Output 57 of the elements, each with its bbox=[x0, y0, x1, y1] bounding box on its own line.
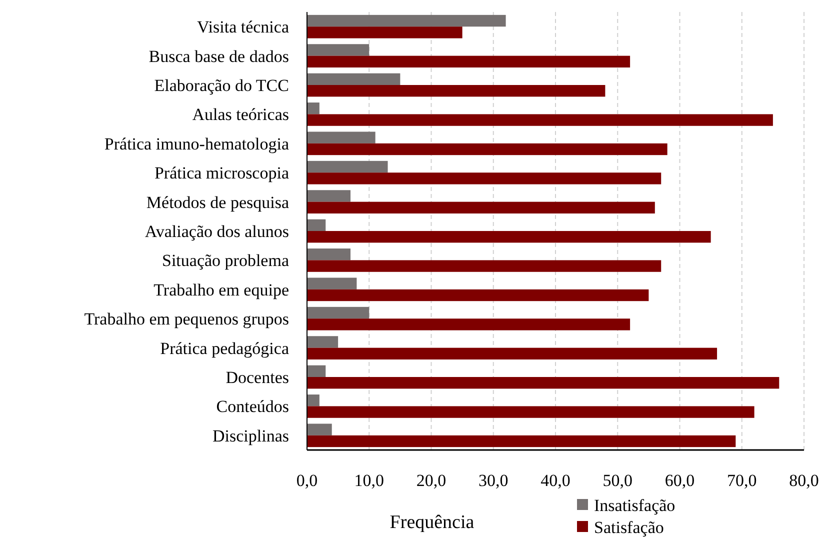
y-tick-label: Trabalho em equipe bbox=[154, 280, 289, 300]
x-tick-label: 0,0 bbox=[296, 471, 318, 490]
bar bbox=[307, 202, 655, 214]
bar bbox=[307, 26, 462, 38]
y-tick-label: Prática imuno-hematologia bbox=[104, 134, 290, 154]
bar bbox=[307, 160, 388, 173]
y-tick-label: Docentes bbox=[226, 368, 289, 387]
y-tick-label: Prática microscopia bbox=[154, 164, 290, 183]
y-tick-label: Disciplinas bbox=[212, 426, 289, 446]
x-tick-label: 40,0 bbox=[540, 471, 570, 490]
y-tick-label: Conteúdos bbox=[216, 397, 289, 416]
y-tick-label: Situação problema bbox=[162, 251, 290, 270]
bar bbox=[307, 394, 320, 406]
x-tick-label: 80,0 bbox=[789, 471, 819, 490]
bar bbox=[307, 73, 400, 85]
legend-label: Insatisfação bbox=[594, 496, 676, 515]
bar bbox=[307, 219, 326, 231]
bar bbox=[307, 406, 754, 418]
bar bbox=[307, 306, 370, 319]
x-tick-label: 20,0 bbox=[416, 471, 446, 490]
bar bbox=[307, 172, 662, 184]
bar bbox=[307, 248, 350, 260]
bar bbox=[307, 85, 606, 97]
bar bbox=[307, 102, 320, 114]
bar bbox=[307, 318, 630, 330]
y-tick-label: Prática pedagógica bbox=[160, 338, 290, 358]
bar bbox=[307, 435, 736, 448]
bar bbox=[307, 14, 506, 27]
y-tick-label: Visita técnica bbox=[197, 18, 290, 37]
bar bbox=[307, 348, 718, 360]
legend-label: Satisfação bbox=[594, 518, 664, 537]
bar bbox=[307, 278, 357, 290]
y-tick-label: Elaboração do TCC bbox=[154, 76, 289, 95]
bar bbox=[307, 190, 350, 202]
y-tick-label: Aulas teóricas bbox=[192, 105, 289, 124]
y-tick-label: Avaliação dos alunos bbox=[144, 222, 289, 241]
y-tick-label: Métodos de pesquisa bbox=[146, 192, 290, 212]
bar bbox=[307, 114, 773, 126]
bar bbox=[307, 289, 649, 302]
x-tick-label: 10,0 bbox=[354, 471, 384, 490]
x-tick-label: 30,0 bbox=[478, 471, 508, 490]
x-axis-title: Frequência bbox=[390, 512, 475, 533]
y-tick-label: Busca base de dados bbox=[148, 46, 289, 66]
bar bbox=[307, 132, 376, 144]
y-tick-label: Trabalho em pequenos grupos bbox=[84, 310, 289, 329]
bar bbox=[307, 260, 662, 272]
x-tick-label: 70,0 bbox=[727, 471, 757, 490]
x-tick-label: 60,0 bbox=[664, 471, 695, 490]
bar bbox=[307, 336, 338, 348]
bar bbox=[307, 44, 370, 56]
bar bbox=[307, 56, 630, 68]
bar bbox=[307, 377, 780, 389]
x-tick-label: 50,0 bbox=[602, 471, 632, 490]
bar bbox=[307, 424, 332, 436]
bar bbox=[307, 143, 668, 156]
bar bbox=[307, 365, 326, 377]
bar bbox=[307, 231, 711, 243]
